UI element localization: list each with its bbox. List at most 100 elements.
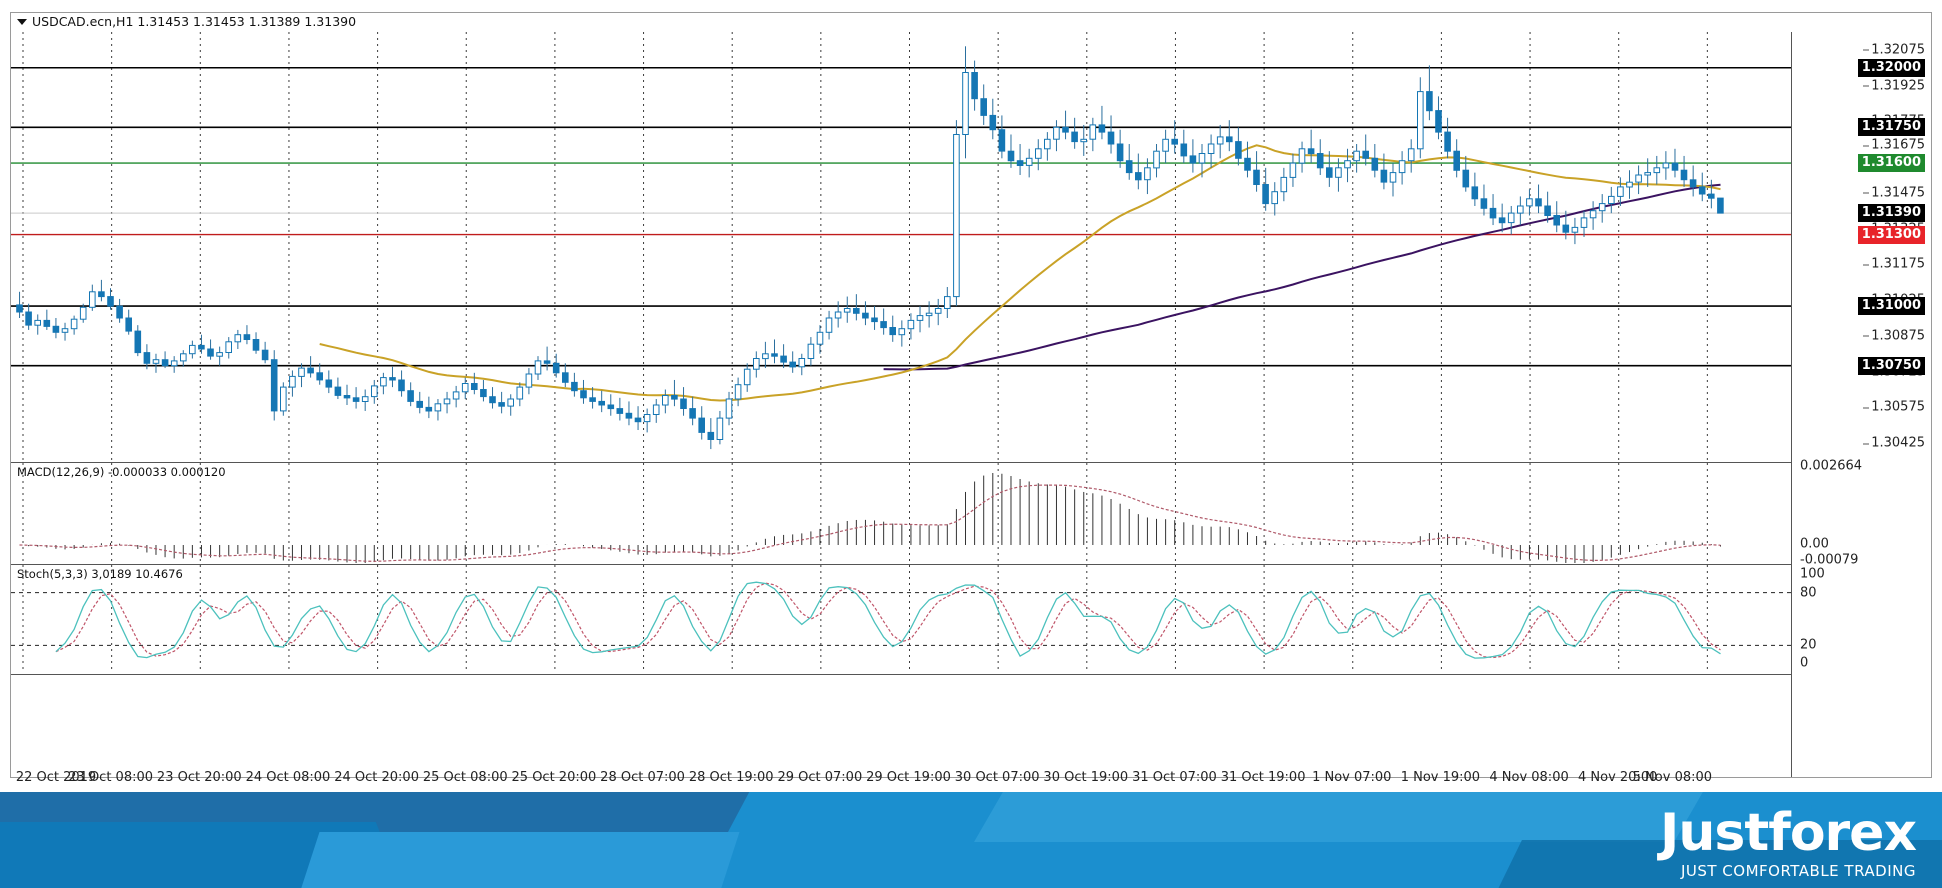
candle-body xyxy=(1380,169,1388,183)
candle-body xyxy=(1608,195,1615,204)
candle-body xyxy=(880,321,887,329)
stoch-k-line xyxy=(55,581,1721,659)
candle-body xyxy=(1417,91,1424,150)
chevron-down-icon[interactable] xyxy=(17,18,27,25)
candle-body xyxy=(1171,138,1179,145)
candle-body xyxy=(170,360,178,367)
candle-body xyxy=(243,334,251,341)
price-pane[interactable] xyxy=(11,32,1791,461)
candle-body xyxy=(1398,160,1406,174)
right-price-axis[interactable]: 1.320751.319251.317751.316751.314751.313… xyxy=(1791,32,1931,777)
candle-body xyxy=(616,408,624,414)
price-tag-red[interactable]: 1.31300 xyxy=(1857,225,1925,244)
candle-body xyxy=(1025,157,1033,166)
candle-body xyxy=(1107,131,1115,145)
candle-body xyxy=(1626,181,1633,188)
candle-body xyxy=(1435,110,1442,133)
candle-body xyxy=(1371,157,1379,171)
candle-body xyxy=(52,325,60,333)
candle-body xyxy=(680,398,687,409)
candle-body xyxy=(771,353,778,357)
price-tag-green[interactable]: 1.31600 xyxy=(1857,154,1925,173)
price-tag-black[interactable]: 1.31750 xyxy=(1857,118,1925,137)
time-axis-label: 25 Oct 08:00 xyxy=(422,770,508,785)
price-tag-black[interactable]: 1.32000 xyxy=(1857,58,1925,77)
stochastic-pane[interactable]: Stoch(5,3,3) 3,0189 10.4676 xyxy=(11,564,1791,675)
candle-body xyxy=(1507,212,1515,224)
candle-body xyxy=(1444,131,1451,152)
candle-body xyxy=(1362,150,1370,159)
candle-body xyxy=(598,400,606,406)
price-tag-black[interactable]: 1.31000 xyxy=(1857,297,1925,316)
time-axis-label: 4 Nov 20:00 xyxy=(1578,770,1658,785)
candle-body xyxy=(1344,160,1351,169)
candle-body xyxy=(753,358,760,370)
candle-body xyxy=(61,328,69,333)
candle-body xyxy=(1562,224,1570,233)
candle-body xyxy=(161,359,169,367)
price-axis-tick: 1.31175 xyxy=(1863,257,1925,272)
plot-area[interactable]: MACD(12,26,9) -0.000033 0.000120 Stoch(5… xyxy=(11,32,1791,777)
price-tag-black[interactable]: 1.30750 xyxy=(1857,356,1925,375)
candle-body xyxy=(871,317,878,323)
symbol-ohlc-label: USDCAD.ecn,H1 1.31453 1.31453 1.31389 1.… xyxy=(32,14,357,29)
candle-body xyxy=(1489,207,1497,219)
candle-body xyxy=(189,344,196,355)
macd-label: MACD(12,26,9) -0.000033 0.000120 xyxy=(17,465,226,479)
candle-body xyxy=(1235,141,1242,159)
candle-body xyxy=(1589,210,1597,219)
macd-axis-tick: 0.00 xyxy=(1800,536,1829,552)
candle-body xyxy=(125,317,133,332)
macd-pane[interactable]: MACD(12,26,9) -0.000033 0.000120 xyxy=(11,462,1791,565)
candle-body xyxy=(1016,160,1024,166)
candle-body xyxy=(1144,167,1151,181)
candle-body xyxy=(434,403,442,412)
time-axis-label: 1 Nov 19:00 xyxy=(1400,770,1481,785)
time-axis-label: 24 Oct 20:00 xyxy=(334,770,419,785)
candle-body xyxy=(316,372,323,381)
candle-body xyxy=(1189,155,1197,164)
candle-body xyxy=(1007,150,1015,162)
candle-body xyxy=(1462,169,1470,188)
price-axis-tick: 1.32075 xyxy=(1863,42,1925,57)
price-tag-black[interactable]: 1.31390 xyxy=(1857,204,1925,223)
price-axis-tick: 1.31475 xyxy=(1863,185,1925,200)
candle-body xyxy=(989,114,997,131)
time-axis-label: 28 Oct 07:00 xyxy=(600,770,685,785)
candle-body xyxy=(1480,198,1488,209)
candle-body xyxy=(716,417,724,441)
candle-body xyxy=(1135,172,1142,181)
candle-body xyxy=(816,331,824,345)
candle-body xyxy=(1125,160,1133,174)
candle-body xyxy=(1180,143,1188,157)
time-axis-label: 30 Oct 07:00 xyxy=(954,770,1040,785)
candle-body xyxy=(571,381,578,392)
candle-body xyxy=(1535,198,1542,207)
candle-body xyxy=(1407,148,1415,162)
candle-body xyxy=(98,291,105,298)
candle-body xyxy=(853,308,860,314)
brand-name: Justforex xyxy=(1660,803,1917,863)
candle-body xyxy=(762,353,769,360)
stoch-label: Stoch(5,3,3) 3,0189 10.4676 xyxy=(17,567,183,581)
ma-fast-line xyxy=(319,144,1721,402)
candle-body xyxy=(180,353,187,362)
candle-body xyxy=(1662,162,1670,169)
candle-body xyxy=(789,361,797,368)
time-axis-label: 23 Oct 08:00 xyxy=(68,770,154,785)
candle-body xyxy=(79,306,87,320)
candle-body xyxy=(1035,148,1042,159)
candle-body xyxy=(452,391,460,400)
candle-body xyxy=(1053,126,1060,140)
candle-body xyxy=(507,398,514,407)
candle-body xyxy=(825,317,833,333)
candle-body xyxy=(1262,184,1269,205)
price-axis-tick: 1.30425 xyxy=(1863,436,1925,451)
candle-body xyxy=(225,341,232,353)
candle-body xyxy=(134,330,142,354)
candle-body xyxy=(1089,124,1097,140)
candle-body xyxy=(652,404,660,415)
candle-body xyxy=(552,362,560,374)
candle-body xyxy=(1689,179,1697,188)
candle-body xyxy=(834,311,842,319)
